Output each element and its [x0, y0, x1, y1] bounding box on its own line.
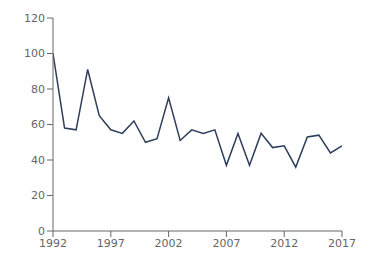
svg-text:40: 40 [31, 154, 45, 167]
svg-text:1992: 1992 [39, 237, 67, 250]
svg-text:80: 80 [31, 83, 45, 96]
svg-text:0: 0 [38, 225, 45, 238]
svg-text:120: 120 [24, 12, 45, 25]
svg-text:20: 20 [31, 189, 45, 202]
svg-text:2007: 2007 [212, 237, 240, 250]
svg-text:2017: 2017 [328, 237, 356, 250]
svg-text:2002: 2002 [155, 237, 183, 250]
svg-text:60: 60 [31, 118, 45, 131]
svg-text:1997: 1997 [97, 237, 125, 250]
svg-text:100: 100 [24, 47, 45, 60]
svg-text:2012: 2012 [270, 237, 298, 250]
